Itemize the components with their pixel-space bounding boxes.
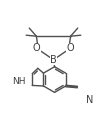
Text: B: B [50,55,57,65]
Text: O: O [33,43,40,53]
Text: N: N [86,95,94,105]
Text: O: O [67,43,74,53]
Text: NH: NH [12,77,25,86]
